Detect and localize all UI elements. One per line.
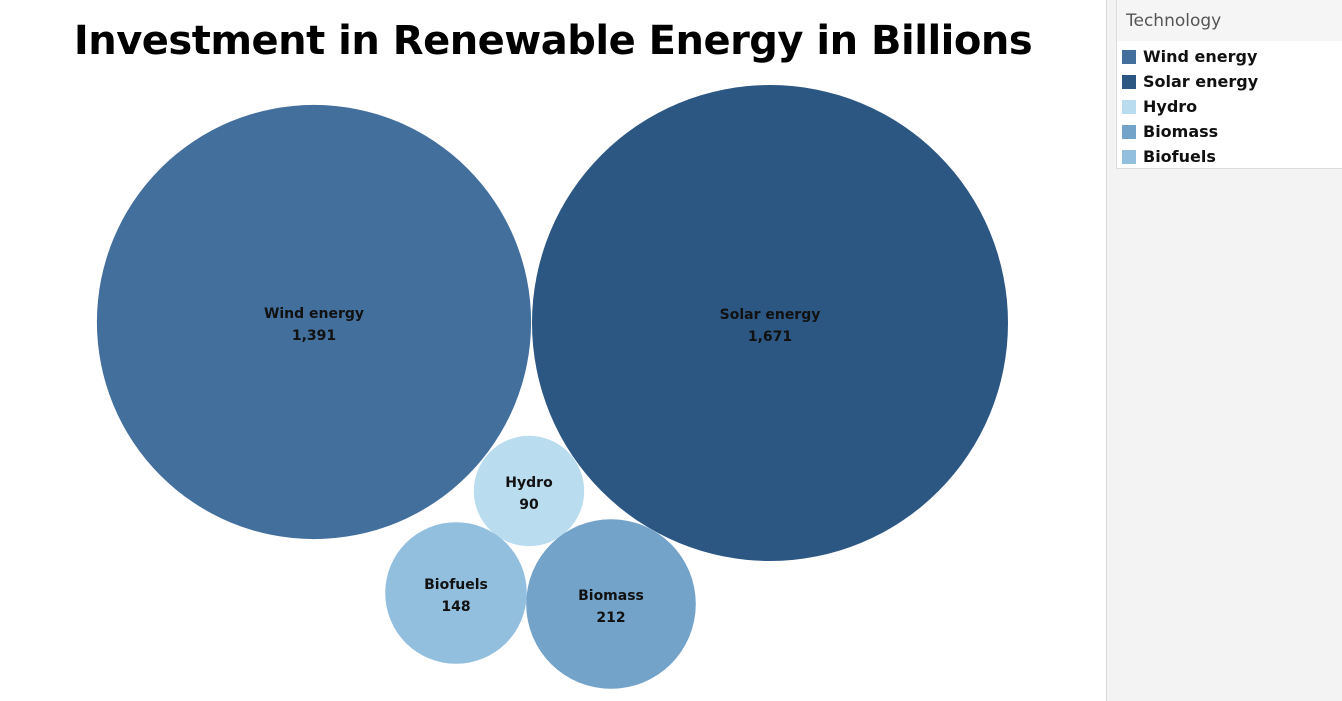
bubble-biomass-circle[interactable] — [526, 519, 696, 689]
bubble-solar-energy-circle[interactable] — [532, 85, 1008, 561]
legend-swatch-hydro — [1122, 99, 1136, 114]
legend-item-hydro[interactable]: Hydro — [1117, 94, 1342, 119]
bubble-hydro-value: 90 — [519, 497, 539, 513]
bubble-wind-energy-label: Wind energy — [264, 306, 364, 322]
bubble-hydro-label: Hydro — [505, 475, 553, 491]
legend-swatch-biomass — [1122, 124, 1136, 139]
bubble-hydro-circle[interactable] — [473, 435, 585, 547]
bubble-biofuels[interactable]: Biofuels 148 — [385, 522, 527, 664]
legend-item-biomass[interactable]: Biomass — [1117, 119, 1342, 144]
legend-swatch-wind-energy — [1122, 49, 1136, 64]
bubble-hydro[interactable]: Hydro 90 — [473, 435, 585, 547]
legend-label-solar-energy: Solar energy — [1143, 72, 1259, 91]
bubble-solar-energy-value: 1,671 — [748, 329, 792, 345]
legend-label-biofuels: Biofuels — [1143, 147, 1216, 166]
bubble-solar-energy-label: Solar energy — [720, 307, 821, 323]
chart-area: Investment in Renewable Energy in Billio… — [73, 18, 1033, 689]
legend-label-biomass: Biomass — [1143, 122, 1219, 141]
bubble-biofuels-circle[interactable] — [385, 522, 527, 664]
legend-title: Technology — [1117, 0, 1342, 41]
legend-label-wind-energy: Wind energy — [1143, 47, 1258, 66]
legend-item-biofuels[interactable]: Biofuels — [1117, 144, 1342, 169]
legend-label-hydro: Hydro — [1143, 97, 1198, 116]
legend-swatch-biofuels — [1122, 149, 1136, 164]
bubble-biofuels-label: Biofuels — [424, 577, 488, 593]
bubble-biomass-value: 212 — [596, 610, 625, 626]
bubble-wind-energy[interactable]: Wind energy 1,391 — [96, 104, 532, 540]
bubble-solar-energy[interactable]: Solar energy 1,671 — [532, 85, 1008, 561]
legend: Technology Wind energy Solar energy Hydro B… — [1116, 0, 1342, 169]
bubble-wind-energy-value: 1,391 — [292, 328, 336, 344]
side-panel: Technology Wind energy Solar energy Hydro B… — [1106, 0, 1342, 701]
bubble-biomass-label: Biomass — [578, 588, 644, 604]
chart-title: Investment in Renewable Energy in Billio… — [73, 18, 1033, 64]
legend-item-solar-energy[interactable]: Solar energy — [1117, 69, 1342, 94]
legend-swatch-solar-energy — [1122, 74, 1136, 89]
bubble-biomass[interactable]: Biomass 212 — [526, 519, 696, 689]
bubble-wind-energy-circle[interactable] — [96, 104, 532, 540]
bubble-chart: Wind energy 1,391 Solar energy 1,671 Hydro 90… — [96, 85, 1008, 689]
legend-list: Wind energy Solar energy Hydro Biomass Biofu… — [1117, 41, 1342, 169]
legend-item-wind-energy[interactable]: Wind energy — [1117, 44, 1342, 69]
bubble-biofuels-value: 148 — [441, 599, 470, 615]
